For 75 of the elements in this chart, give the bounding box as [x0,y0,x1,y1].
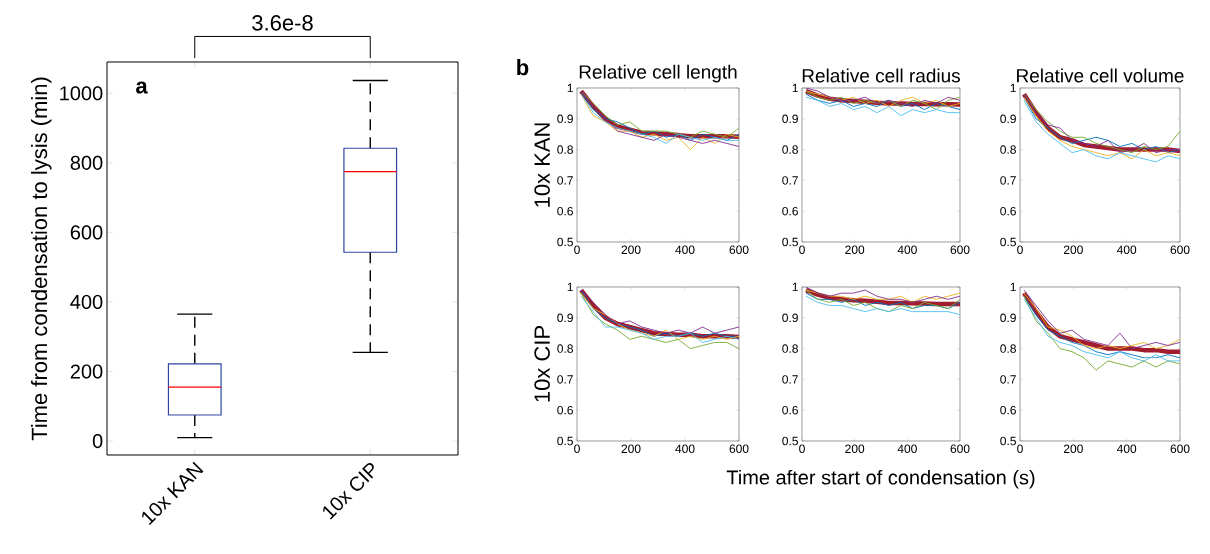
y-tick-label: 0.8 [782,145,798,154]
x-tick-label: 200 [1063,444,1083,454]
y-tick-label: 1000 [60,86,103,101]
x-tick-label: 400 [1116,245,1137,255]
y-tick-label: 1 [792,282,798,292]
y-tick-label: 0.7 [782,375,798,384]
y-tick-label: 0.9 [782,313,798,323]
y-tick-label: 400 [70,294,103,310]
y-tick-label: 0.6 [557,405,573,415]
x-tick-label: 600 [950,444,970,454]
y-tick-label: 0.8 [1000,145,1016,154]
chart-title: Relative cell volume [1017,68,1184,83]
x-tick-label: 400 [675,444,695,454]
x-tick-label: 400 [1116,444,1137,454]
y-tick-label: 0.8 [1000,344,1016,353]
chart-title: Relative cell radius [802,68,960,83]
y-tick-label: 0.7 [557,176,573,185]
x-tick-label: 10x CIP [323,462,374,520]
x-tick-label: 400 [897,245,917,255]
x-tick-label: 200 [621,444,641,454]
x-tick-label: 200 [845,245,865,255]
y-tick-label: 1 [567,83,573,93]
y-tick-label: 0.5 [557,436,573,446]
y-tick-label: 0.9 [782,114,798,124]
y-tick-label: 1 [1010,83,1016,93]
y-tick-label: 0.7 [1000,375,1016,384]
x-tick-label: 0 [799,245,805,255]
x-tick-label: 200 [1063,245,1083,255]
x-tick-label: 200 [845,444,865,454]
x-tick-label: 0 [1017,444,1023,454]
x-tick-label: 200 [621,245,641,255]
x-tick-label: 0 [1017,245,1023,255]
y-tick-label: 0.8 [557,145,573,154]
y-axis-title: Time from condensation to lysis (min) [31,77,52,441]
y-tick-label: 0.9 [557,313,573,323]
y-tick-label: 0.5 [782,436,798,446]
x-tick-label: 600 [729,245,749,255]
text: 3.6e-8 [252,15,313,31]
y-tick-label: 200 [70,364,103,379]
y-tick-label: 0.9 [1000,313,1016,323]
x-tick-label: 600 [1170,444,1190,454]
annotation: a [136,81,148,94]
y-tick-label: 0.9 [1000,114,1016,124]
y-tick-label: 0.6 [782,206,798,216]
y-tick-label: 0.7 [557,375,573,384]
y-tick-label: 0.5 [782,237,798,247]
y-tick-label: 800 [70,155,103,170]
chart-title: Relative cell length [579,64,737,83]
x-tick-label: 400 [897,444,917,454]
y-tick-label: 0.6 [1000,405,1016,415]
y-tick-label: 1 [567,282,573,292]
y-tick-label: 1 [1010,282,1016,292]
y-tick-label: 1 [792,83,798,93]
x-tick-label: 600 [1170,245,1190,255]
y-axis-title: 10x CIP [534,326,550,402]
x-tick-label: 600 [729,444,749,454]
x-tick-label: 0 [574,245,580,255]
y-tick-label: 0.8 [782,344,798,353]
y-tick-label: 0.6 [782,405,798,415]
x-tick-label: 400 [675,245,695,255]
x-tick-label: 0 [574,444,580,454]
x-tick-label: 600 [950,245,970,255]
y-tick-label: 600 [70,225,103,240]
text: b [517,59,529,76]
y-tick-label: 0.7 [1000,176,1016,185]
y-tick-label: 0.7 [782,176,798,185]
x-axis-title: Time after start of condensation (s) [726,469,1035,489]
y-tick-label: 0.5 [1000,436,1016,446]
y-tick-label: 0.6 [557,206,573,216]
y-tick-label: 0.9 [557,114,573,124]
y-tick-label: 0.5 [557,237,573,247]
y-tick-label: 0.8 [557,344,573,353]
y-tick-label: 0.5 [1000,237,1016,247]
y-tick-label: 0.6 [1000,206,1016,216]
x-tick-label: 0 [799,444,805,454]
